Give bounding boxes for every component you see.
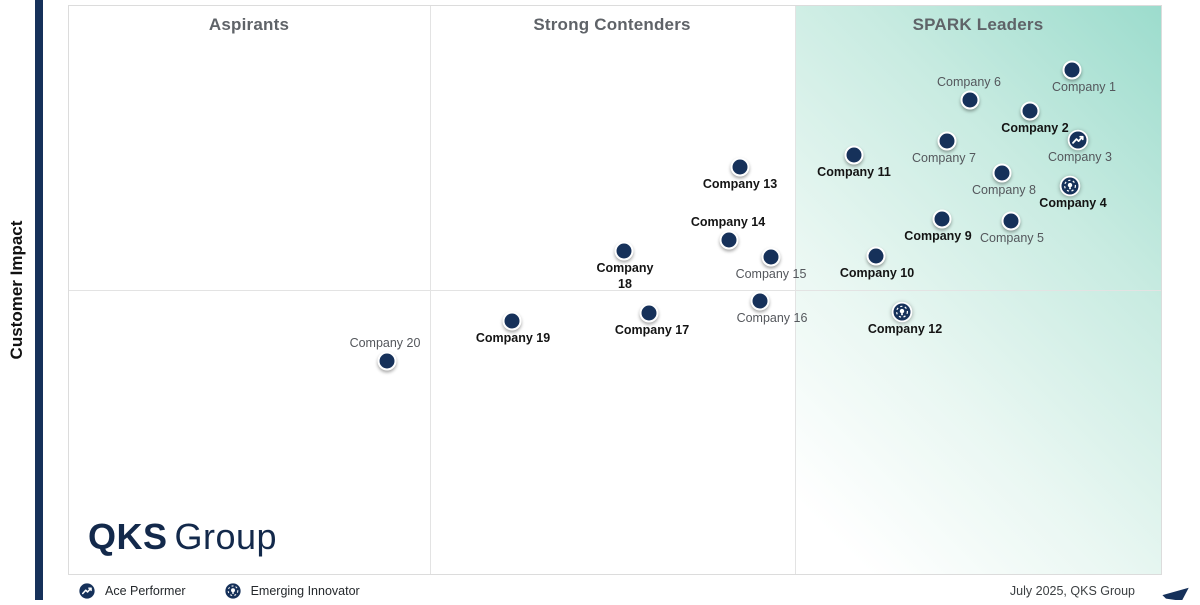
company-label: Company 13 [702, 177, 778, 191]
company-dot-marker [639, 303, 659, 323]
legend-label-emerging-innovator: Emerging Innovator [250, 584, 360, 598]
legend-item-emerging-innovator: Emerging Innovator [223, 582, 360, 600]
company-label: Company 6 [937, 75, 1001, 89]
quadrant-header-strong-contenders: Strong Contenders [533, 15, 691, 34]
company-label: Company 1 [1052, 80, 1116, 94]
ace-performer-icon [78, 582, 96, 600]
company-label: Company 11 [817, 165, 891, 179]
company-label: Company 17 [614, 323, 690, 337]
logo-text-secondary: Group [174, 516, 278, 557]
dot-icon [960, 90, 980, 110]
company-label: Company 3 [1048, 150, 1112, 164]
company-dot-marker [377, 351, 397, 371]
logo-text-primary: QKS [88, 516, 168, 557]
dot-icon [1020, 101, 1040, 121]
emerging-innovator-icon [223, 582, 242, 600]
company-dot-marker [761, 247, 781, 267]
quadrant-header-aspirants: Aspirants [208, 15, 290, 34]
ace-performer-icon [1067, 129, 1089, 151]
dot-icon [377, 351, 397, 371]
company-dot-marker [932, 209, 952, 229]
qks-group-logo: QKS Group [88, 516, 277, 558]
legend-item-ace-performer: Ace Performer [78, 582, 186, 600]
emerging-innovator-icon [1059, 175, 1081, 197]
company-dot-marker [960, 90, 980, 110]
x-axis-arrow-icon [1161, 584, 1191, 601]
plot-area: Aspirants Strong Contenders SPARK Leader… [68, 5, 1162, 575]
quadrant-divider-horizontal [69, 290, 1161, 291]
dot-icon [614, 241, 634, 261]
company-label: Company 10 [839, 266, 915, 280]
emerging-innovator-icon [891, 301, 913, 323]
company-dot-marker [937, 131, 957, 151]
company-dot-marker [614, 241, 634, 261]
company-dot-marker [1020, 101, 1040, 121]
y-axis-bar [35, 0, 43, 600]
dot-icon [639, 303, 659, 323]
company-label: Company 7 [912, 151, 976, 165]
company-label: Company 5 [980, 231, 1044, 245]
company-dot-marker [1062, 60, 1082, 80]
legend: Ace Performer Emerging Innovator [78, 582, 360, 600]
company-dot-marker [730, 157, 750, 177]
dot-icon [1001, 211, 1021, 231]
dot-icon [937, 131, 957, 151]
y-axis-label: Customer Impact [7, 220, 26, 360]
report-date-text: July 2025, QKS Group [1009, 584, 1135, 598]
quadrant-header-spark-leaders: SPARK Leaders [912, 15, 1044, 34]
legend-label-ace-performer: Ace Performer [105, 584, 186, 598]
company-label: Company 16 [736, 311, 808, 325]
dot-icon [719, 230, 739, 250]
dot-icon [992, 163, 1012, 183]
dot-icon [750, 291, 770, 311]
company-dot-marker [1001, 211, 1021, 231]
dot-icon [1062, 60, 1082, 80]
company-label: Company 12 [867, 322, 943, 336]
company-label: Company 9 [904, 229, 972, 243]
company-label: Company 14 [690, 215, 766, 229]
company-dot-marker [502, 311, 522, 331]
company-label: Company 20 [349, 336, 421, 350]
company-label: Company 4 [1039, 196, 1107, 210]
company-label: Company 19 [475, 331, 551, 345]
company-label: Company 18 [596, 261, 654, 291]
company-dot-marker [844, 145, 864, 165]
dot-icon [866, 246, 886, 266]
dot-icon [844, 145, 864, 165]
company-dot-marker [719, 230, 739, 250]
company-dot-marker [992, 163, 1012, 183]
dot-icon [932, 209, 952, 229]
company-label: Company 15 [735, 267, 807, 281]
dot-icon [761, 247, 781, 267]
company-label: Company 8 [972, 183, 1036, 197]
company-dot-marker [750, 291, 770, 311]
company-label: Company 2 [1001, 121, 1069, 135]
dot-icon [502, 311, 522, 331]
dot-icon [730, 157, 750, 177]
company-dot-marker [866, 246, 886, 266]
